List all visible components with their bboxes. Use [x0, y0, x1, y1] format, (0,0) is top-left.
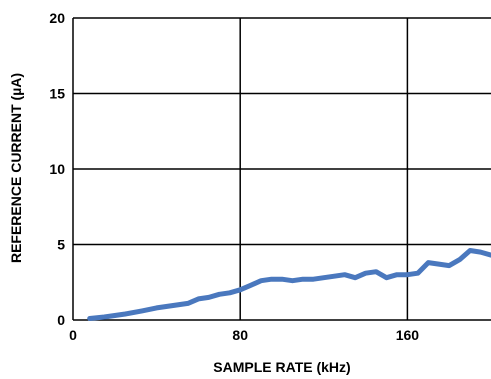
x-tick-label: 0 — [69, 327, 77, 343]
y-tick-label: 0 — [57, 312, 65, 328]
x-axis-label: SAMPLE RATE (kHz) — [213, 359, 350, 375]
x-tick-label: 160 — [396, 327, 420, 343]
chart-grid — [73, 18, 491, 320]
series-line — [87, 248, 491, 321]
y-tick-label: 5 — [57, 237, 65, 253]
y-tick-label: 15 — [49, 86, 65, 102]
y-tick-label: 20 — [49, 10, 65, 26]
x-tick-label: 80 — [232, 327, 248, 343]
plot-frame — [72, 17, 491, 321]
y-tick-label: 10 — [49, 161, 65, 177]
y-axis-label: REFERENCE CURRENT (µA) — [8, 73, 24, 263]
series-layer — [87, 248, 491, 321]
tick-labels: 0 5 10 15 20 0 80 160 — [49, 10, 419, 343]
